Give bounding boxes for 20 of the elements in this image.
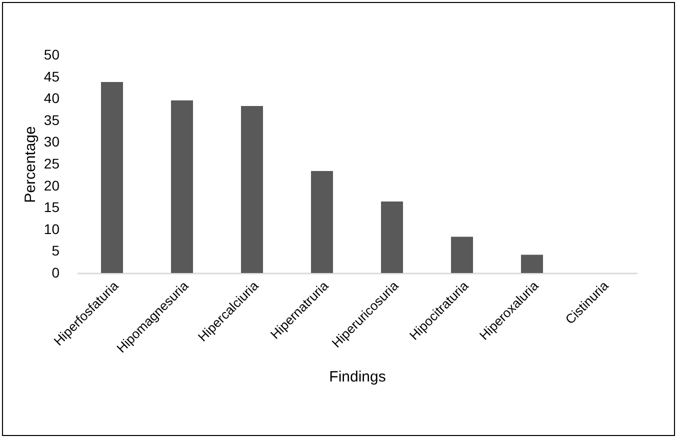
bar — [101, 82, 123, 273]
y-tick-label: 15 — [44, 199, 60, 216]
y-tick-label: 30 — [44, 134, 60, 150]
y-tick-label: 20 — [44, 177, 60, 194]
y-tick-label: 45 — [44, 68, 60, 84]
y-tick-label: 10 — [44, 220, 60, 237]
bar — [171, 100, 193, 273]
y-tick-label: 40 — [44, 90, 60, 106]
bar — [241, 106, 263, 273]
x-axis-title: Findings — [329, 368, 386, 386]
y-tick-label: 25 — [44, 156, 60, 172]
y-tick-label: 5 — [52, 242, 60, 259]
y-axis-title: Percentage — [22, 126, 39, 203]
y-tick-label: 0 — [52, 264, 60, 280]
bar — [521, 254, 543, 273]
bar — [451, 236, 473, 273]
bar — [311, 170, 333, 273]
y-tick-label: 35 — [44, 112, 60, 128]
y-tick-label: 50 — [44, 46, 60, 62]
bar — [381, 201, 403, 273]
